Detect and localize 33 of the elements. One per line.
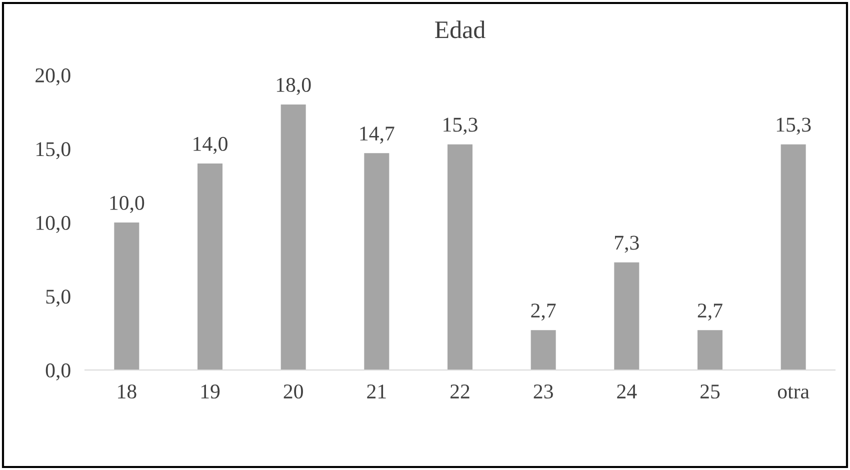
y-tick-label: 15,0 (36, 142, 70, 160)
y-tick-label: 0,0 (46, 363, 70, 380)
x-tick-label: 20 (284, 384, 303, 399)
bar (280, 104, 306, 370)
bar (198, 164, 222, 370)
y-tick-label: 5,0 (46, 290, 70, 307)
data-label: 15,3 (776, 118, 811, 135)
x-tick-label: 21 (367, 384, 386, 398)
bar (530, 330, 556, 370)
x-tick-label: 22 (450, 384, 470, 398)
data-label: 15,3 (444, 118, 478, 135)
bar (114, 222, 140, 370)
y-tick-label: 20,0 (36, 68, 70, 86)
x-tick-label: 24 (617, 384, 637, 398)
data-label: 14,0 (194, 136, 228, 154)
x-tick-label: 25 (700, 384, 720, 399)
bar (364, 153, 390, 370)
x-tick-label: 19 (201, 384, 220, 399)
bar (614, 262, 640, 370)
x-tick-label: 18 (118, 384, 136, 399)
data-label: 2,7 (698, 304, 722, 321)
x-tick-label: otra (778, 386, 810, 399)
data-label: 18,0 (276, 78, 311, 95)
bar (780, 144, 806, 370)
data-label: 14,7 (360, 126, 394, 144)
chart-title: Edad (435, 20, 486, 38)
bar (698, 330, 722, 370)
data-label: 2,7 (531, 304, 556, 321)
data-label: 7,3 (615, 236, 639, 253)
data-label: 10,0 (110, 196, 144, 213)
y-tick-label: 10,0 (36, 216, 70, 233)
x-tick-label: 23 (534, 384, 553, 399)
bar (448, 144, 472, 370)
